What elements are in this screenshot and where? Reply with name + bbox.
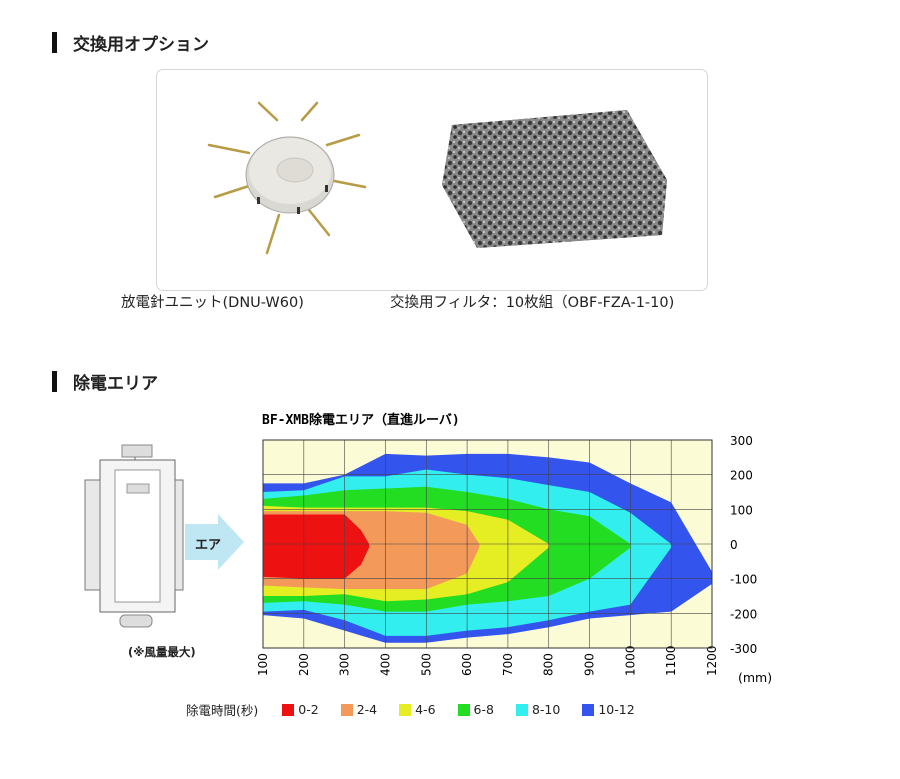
chart-axes: 100 200 300 400 500 600 700 800 900 1000 1100 12003…: [256, 434, 772, 685]
chart-legend: 除電時間(秒) 0-2 2-4 4-6 6-8 8-10 10-12: [186, 700, 657, 719]
x-tick-label: 900: [583, 653, 597, 676]
legend-label: 10-12: [598, 702, 635, 717]
x-tick-label: 200: [297, 653, 311, 676]
legend-item: 2-4: [340, 702, 378, 717]
legend-label: 6-8: [473, 702, 494, 717]
legend-label: 0-2: [298, 702, 319, 717]
air-arrow: [185, 514, 244, 570]
y-tick-label: -200: [730, 607, 757, 621]
legend-label: 2-4: [356, 702, 378, 717]
replacement-filter-image: [442, 110, 667, 248]
chart-title: BF-XMB除電エリア（直進ルーバ): [262, 412, 460, 428]
legend-swatch: [282, 703, 295, 716]
y-tick-label: 300: [730, 434, 753, 448]
options-photos: [207, 101, 667, 255]
filter-caption: 交換用フィルタ：10枚組（OBF-FZA-1-10): [390, 295, 675, 311]
section-title-options: 交換用オプション: [52, 30, 209, 55]
y-tick-label: -100: [730, 573, 757, 587]
x-tick-label: 800: [542, 653, 556, 676]
area-band-0-2: [263, 514, 370, 579]
legend-swatch: [457, 703, 470, 716]
airflow-note: (※風量最大): [128, 645, 196, 659]
options-title-text: 交換用オプション: [73, 35, 209, 55]
x-tick-label: 1000: [623, 645, 637, 676]
y-tick-label: 100: [730, 503, 753, 517]
plot-border: [262, 439, 713, 649]
discharge-needle-unit-image: [207, 101, 367, 255]
legend-label: 4-6: [415, 702, 436, 717]
legend-swatch: [340, 703, 353, 716]
legend-swatch: [515, 703, 528, 716]
x-tick-label: 500: [419, 653, 433, 676]
legend-items: 0-2 2-4 4-6 6-8 8-10 10-12: [282, 702, 656, 717]
y-tick-label: -300: [730, 642, 757, 656]
legend-item: 4-6: [399, 702, 436, 717]
area-title-text: 除電エリア: [73, 374, 158, 394]
x-tick-label: 1100: [664, 645, 678, 676]
x-tick-label: 300: [338, 653, 352, 676]
x-tick-label: 100: [256, 653, 270, 676]
x-tick-label: 600: [460, 653, 474, 676]
air-label: エア: [195, 538, 222, 553]
legend-item: 8-10: [515, 702, 561, 717]
options-photo-panel: [156, 69, 708, 291]
x-axis-label: (mm): [738, 670, 772, 685]
area-chart-figure: BF-XMB除電エリア（直進ルーバ) 100 200 300 400 500 600 700…: [84, 412, 772, 685]
title-bar-marker: [52, 32, 57, 53]
ionizer-device-image: [84, 444, 184, 628]
x-tick-label: 400: [378, 653, 392, 676]
y-tick-label: 200: [730, 469, 753, 483]
title-bar-marker: [52, 371, 57, 392]
x-tick-label: 700: [501, 653, 515, 676]
legend-item: 10-12: [582, 702, 635, 717]
legend-swatch: [399, 703, 412, 716]
needle-unit-caption: 放電針ユニット(DNU-W60): [121, 295, 304, 311]
section-title-area: 除電エリア: [52, 369, 158, 394]
x-tick-label: 1200: [705, 645, 719, 676]
legend-item: 0-2: [282, 702, 319, 717]
legend-swatch: [582, 703, 595, 716]
legend-label: 8-10: [531, 702, 561, 717]
legend-item: 6-8: [457, 702, 494, 717]
legend-title: 除電時間(秒): [186, 703, 259, 718]
y-tick-label: 0: [730, 538, 738, 552]
